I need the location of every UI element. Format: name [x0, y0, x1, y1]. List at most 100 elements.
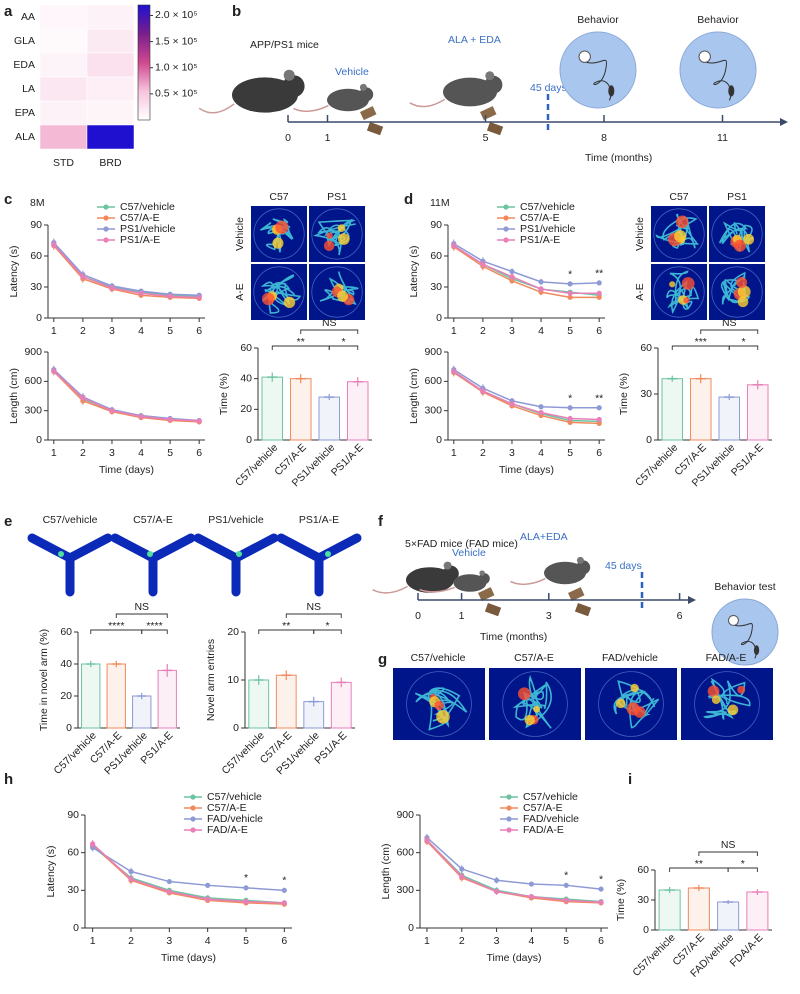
x-tick-label: 1 [451, 447, 457, 459]
mouse-ear [576, 556, 584, 564]
data-point [80, 274, 86, 280]
heat-spot [743, 233, 755, 245]
legend-label: FAD/vehicle [207, 813, 263, 825]
legend-label: C57/vehicle [520, 201, 575, 213]
x-tick-label: C57/vehicle [630, 931, 677, 978]
significance-label: ** [297, 336, 305, 348]
legend-marker [506, 805, 512, 811]
y-axis-label: Time (%) [618, 373, 630, 415]
timeline-tick-label: 0 [285, 132, 291, 144]
data-point [281, 900, 287, 906]
y-axis-label: Latency (s) [45, 846, 57, 898]
colorbar-tick-label: 0.5 × 10⁵ [155, 88, 198, 100]
mouse-ear [283, 69, 295, 81]
y-tick-label: 60 [30, 250, 42, 262]
heat-spot [615, 698, 626, 709]
significance-label: * [341, 336, 345, 348]
data-point [528, 894, 535, 900]
significance-bracket [698, 851, 758, 856]
significance-bracket [141, 629, 168, 634]
data-point [459, 866, 465, 872]
data-point [563, 882, 569, 888]
y-tick-label: 30 [430, 281, 442, 293]
maze-label: PS1/vehicle [208, 514, 264, 526]
bar [132, 695, 152, 729]
data-point [166, 878, 172, 885]
mouse-icon [608, 85, 615, 97]
bar [81, 663, 101, 729]
behavior-icon [711, 598, 779, 666]
mouse-tail [419, 586, 455, 593]
data-point [596, 290, 602, 296]
panel-label: f [378, 513, 384, 530]
data-point [480, 261, 486, 267]
series-line [426, 839, 602, 904]
heatmap-cell [86, 124, 135, 150]
pool-outline [253, 208, 305, 260]
x-tick-label: 6 [196, 325, 202, 337]
column-label: STD [53, 157, 74, 169]
bar [318, 396, 341, 441]
series-line [92, 847, 285, 892]
y-tick-label: 20 [227, 626, 239, 638]
heat-spot [337, 233, 350, 245]
timeline-tick-label: 5 [483, 132, 489, 144]
series-line [453, 368, 600, 409]
mouse-ear [443, 561, 452, 570]
row-label: LA [22, 83, 35, 95]
timeline-tick-label: 3 [546, 610, 552, 622]
y-tick-label: 0 [436, 312, 442, 324]
series-line [53, 371, 200, 423]
data-point [596, 280, 602, 286]
data-point [493, 877, 500, 883]
pool-outline [406, 671, 472, 737]
mouse-body [327, 88, 369, 112]
significance-label: * [741, 858, 745, 870]
x-tick-label: 4 [138, 447, 144, 459]
treatment-label: ALA+EDA [520, 531, 568, 543]
y-tick-label: 30 [67, 884, 79, 896]
food-pellet [479, 106, 497, 121]
row-label: EDA [13, 59, 35, 71]
row-label: EPA [15, 107, 35, 119]
heatmap-cell [39, 124, 88, 150]
heatmap-cell [39, 52, 88, 78]
y-maze [276, 533, 362, 597]
x-tick-label: 2 [80, 447, 86, 459]
legend-label: C57/A-E [120, 212, 160, 224]
heat-spot [524, 714, 535, 726]
y-tick-label: 60 [430, 250, 442, 262]
data-point [451, 368, 457, 375]
chart-title: 8M [30, 197, 45, 209]
x-tick-label: 4 [138, 325, 144, 337]
pool-outline [253, 266, 305, 318]
x-tick-label: 6 [196, 447, 202, 459]
data-point [128, 868, 134, 875]
track-column-label: PS1 [727, 191, 747, 203]
legend-marker [506, 816, 512, 822]
heat-spot [707, 685, 720, 698]
y-maze [27, 533, 113, 597]
mouse-tail [372, 585, 408, 594]
x-tick-label: 1 [90, 935, 96, 947]
bar [106, 663, 126, 729]
bar [689, 378, 712, 441]
data-point [563, 897, 569, 903]
mouse-tail [510, 577, 546, 586]
y-axis-label: Length (cm) [8, 368, 20, 424]
timeline-tick-label: 6 [677, 610, 683, 622]
mouse-ear [359, 83, 367, 91]
heatmap-cell [86, 28, 135, 54]
legend-marker [190, 805, 196, 811]
data-point [567, 419, 573, 425]
data-point [480, 388, 486, 394]
y-tick-label: 60 [637, 864, 649, 876]
track-label: FAD/vehicle [602, 652, 658, 664]
legend-marker [503, 204, 509, 210]
y-tick-label: 90 [67, 809, 79, 821]
y-tick-label: 0 [436, 434, 442, 446]
x-tick-label: 3 [109, 325, 115, 337]
series-line [53, 370, 200, 422]
legend-marker [103, 237, 109, 243]
data-point [166, 888, 172, 895]
